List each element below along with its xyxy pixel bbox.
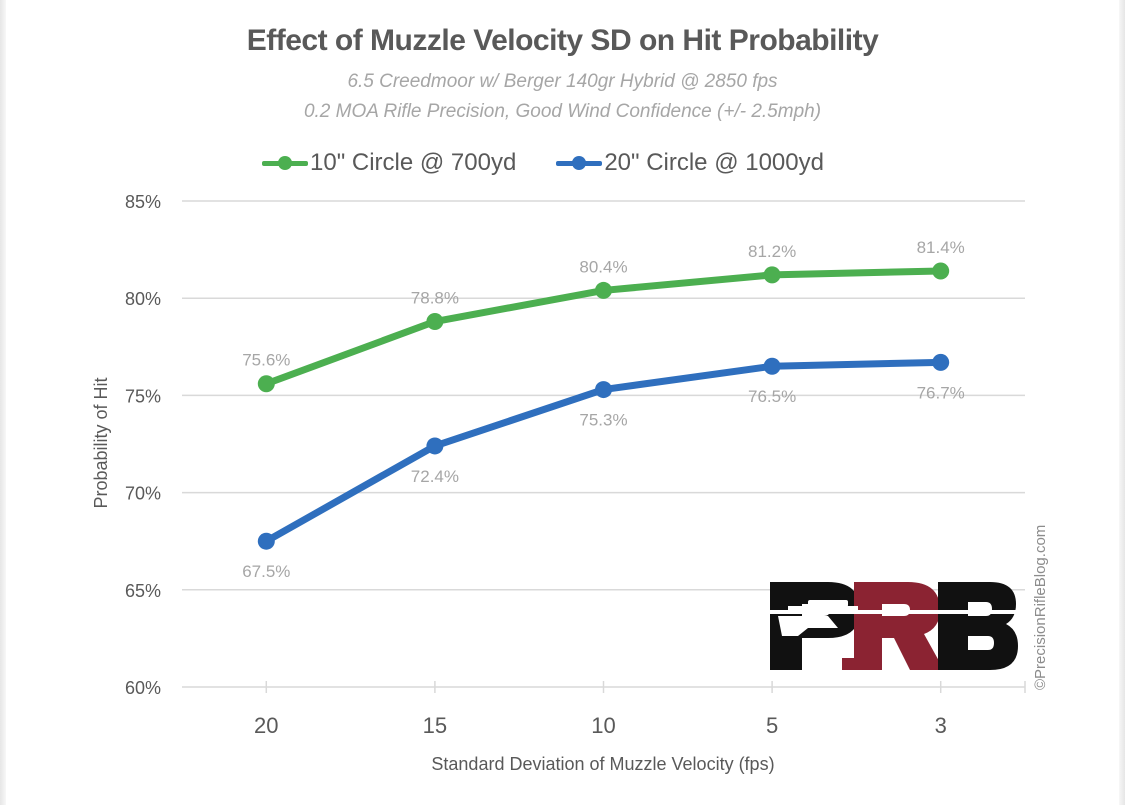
legend-marker xyxy=(278,156,292,170)
data-point xyxy=(763,266,781,284)
data-label: 78.8% xyxy=(411,289,459,308)
data-label: 67.5% xyxy=(242,562,290,581)
y-tick-label: 85% xyxy=(125,192,161,212)
y-tick-label: 75% xyxy=(125,386,161,406)
legend-swatch-green xyxy=(262,154,308,172)
data-point xyxy=(426,437,444,455)
y-axis-label: Probability of Hit xyxy=(91,377,111,508)
right-edge-shadow xyxy=(1119,0,1125,805)
data-point xyxy=(257,532,275,550)
logo-letter-r xyxy=(854,582,944,670)
prb-logo xyxy=(768,582,1018,670)
data-label: 81.2% xyxy=(748,242,796,261)
left-edge-shadow xyxy=(0,0,6,805)
x-tick-label: 10 xyxy=(591,713,615,738)
data-label: 76.5% xyxy=(748,387,796,406)
data-point xyxy=(595,281,612,299)
data-label: 75.6% xyxy=(242,351,290,370)
axes: 60% 65% 70% 75% 80% 85% 20 15 10 5 3 xyxy=(125,192,1026,738)
legend-label: 10" Circle @ 700yd xyxy=(310,149,517,176)
legend-item-700yd[interactable]: 10" Circle @ 700yd xyxy=(262,149,516,177)
data-label: 72.4% xyxy=(411,467,459,486)
data-point xyxy=(763,357,781,375)
y-tick-label: 80% xyxy=(125,289,161,309)
data-point xyxy=(426,313,444,331)
data-point xyxy=(595,381,612,399)
chart-title: Effect of Muzzle Velocity SD on Hit Prob… xyxy=(246,24,879,57)
x-tick-label: 20 xyxy=(254,713,278,738)
x-tick-label: 3 xyxy=(935,713,947,738)
data-label: 75.3% xyxy=(579,411,627,430)
data-point xyxy=(932,353,950,371)
data-labels: 75.6% 78.8% 80.4% 81.2% 81.4% 67.5% 72.4% 75.3%… xyxy=(242,238,965,581)
legend-item-1000yd[interactable]: 20" Circle @ 1000yd xyxy=(556,149,824,177)
legend-marker xyxy=(572,156,587,170)
y-tick-label: 65% xyxy=(125,581,161,601)
rifle-silhouette-icon xyxy=(768,600,1018,636)
data-label: 81.4% xyxy=(917,238,965,257)
data-label: 80.4% xyxy=(579,257,627,276)
series-group xyxy=(257,262,950,550)
data-point xyxy=(257,375,275,393)
x-tick-label: 5 xyxy=(766,713,778,738)
logo-dot xyxy=(842,658,854,670)
x-tick-label: 15 xyxy=(423,713,447,738)
logo-letter-b xyxy=(938,582,1018,670)
copyright-watermark: ©PrecisionRifleBlog.com xyxy=(1032,524,1049,690)
y-tick-label: 70% xyxy=(125,484,161,504)
legend-label: 20" Circle @ 1000yd xyxy=(604,149,824,176)
data-point xyxy=(932,262,950,280)
legend-swatch-blue xyxy=(556,154,603,172)
x-axis-label: Standard Deviation of Muzzle Velocity (f… xyxy=(431,754,774,774)
chart-subtitle-2: 0.2 MOA Rifle Precision, Good Wind Confi… xyxy=(303,101,822,122)
data-label: 76.7% xyxy=(917,383,965,402)
y-tick-label: 60% xyxy=(125,678,161,698)
chart-legend: 10" Circle @ 700yd 20" Circle @ 1000yd xyxy=(262,149,864,177)
chart-subtitle-1: 6.5 Creedmoor w/ Berger 140gr Hybrid @ 2… xyxy=(347,71,778,92)
